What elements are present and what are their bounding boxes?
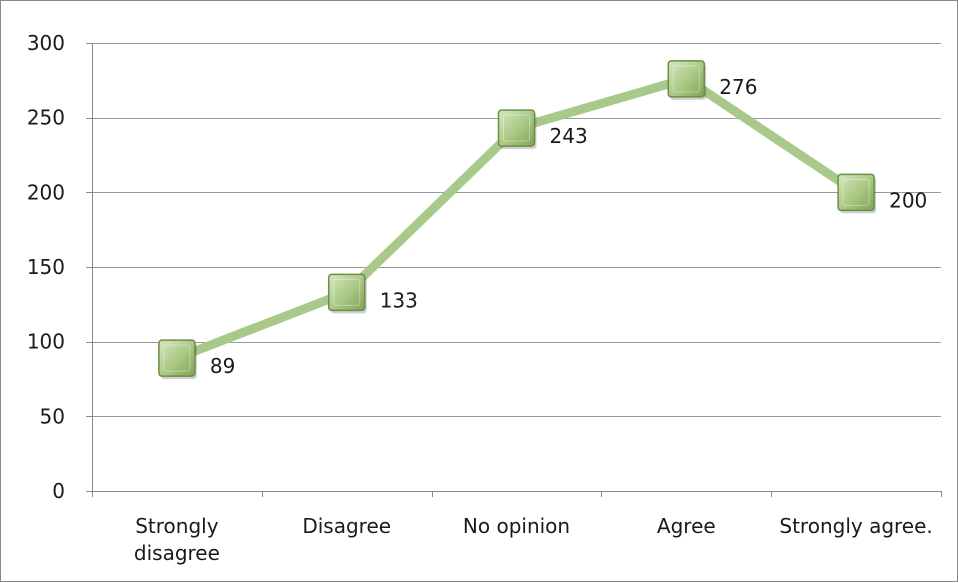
data-label-2: 243 bbox=[550, 124, 588, 148]
data-point-4 bbox=[837, 173, 877, 214]
data-label-3: 276 bbox=[719, 75, 757, 99]
data-point-1 bbox=[327, 273, 367, 314]
y-tick-label-0: 0 bbox=[52, 479, 65, 503]
marker-bevel bbox=[333, 278, 361, 306]
x-tick-label-line: disagree bbox=[134, 541, 220, 565]
marker-bevel bbox=[842, 178, 870, 206]
y-tick-label-100: 100 bbox=[27, 330, 65, 354]
data-point-0 bbox=[158, 339, 197, 380]
marker-square bbox=[667, 60, 706, 98]
x-tick-label-line: Strongly bbox=[135, 514, 218, 538]
data-label-4: 200 bbox=[889, 188, 927, 212]
axes bbox=[86, 43, 942, 497]
x-tick-label-3: Agree bbox=[657, 514, 716, 538]
y-tick-labels: 0 50 100 150 200 250 300 bbox=[27, 31, 65, 503]
marker-square bbox=[158, 339, 196, 377]
x-tick-label-2: No opinion bbox=[463, 514, 570, 538]
data-label-1: 133 bbox=[380, 288, 418, 312]
y-tick-label-50: 50 bbox=[40, 404, 65, 428]
y-tick-label-200: 200 bbox=[27, 180, 65, 204]
x-tick-label-0: Strongly disagree bbox=[134, 514, 220, 565]
data-label-0: 89 bbox=[210, 354, 235, 378]
x-tick-label-line: Agree bbox=[657, 514, 716, 538]
marker-square bbox=[497, 109, 536, 147]
data-label-layer: 89 133 243 276 200 bbox=[210, 75, 927, 378]
data-point-3 bbox=[667, 60, 707, 100]
marker-layer bbox=[158, 60, 877, 380]
data-point-2 bbox=[497, 109, 537, 150]
y-tick-label-300: 300 bbox=[27, 31, 65, 55]
x-tick-label-line: No opinion bbox=[463, 514, 570, 538]
x-tick-label-4: Strongly agree. bbox=[779, 514, 932, 538]
x-tick-label-1: Disagree bbox=[302, 514, 391, 538]
marker-square bbox=[327, 273, 366, 312]
marker-square bbox=[837, 173, 875, 212]
x-tick-label-line: Strongly agree. bbox=[779, 514, 932, 538]
marker-bevel bbox=[672, 65, 700, 93]
x-tick-label-line: Disagree bbox=[302, 514, 391, 538]
y-tick-label-250: 250 bbox=[27, 106, 65, 130]
marker-bevel bbox=[163, 344, 191, 372]
marker-bevel bbox=[503, 114, 530, 142]
x-tick-labels: Strongly disagree Disagree No opinion Agree S… bbox=[134, 514, 933, 565]
y-tick-label-150: 150 bbox=[27, 255, 65, 279]
